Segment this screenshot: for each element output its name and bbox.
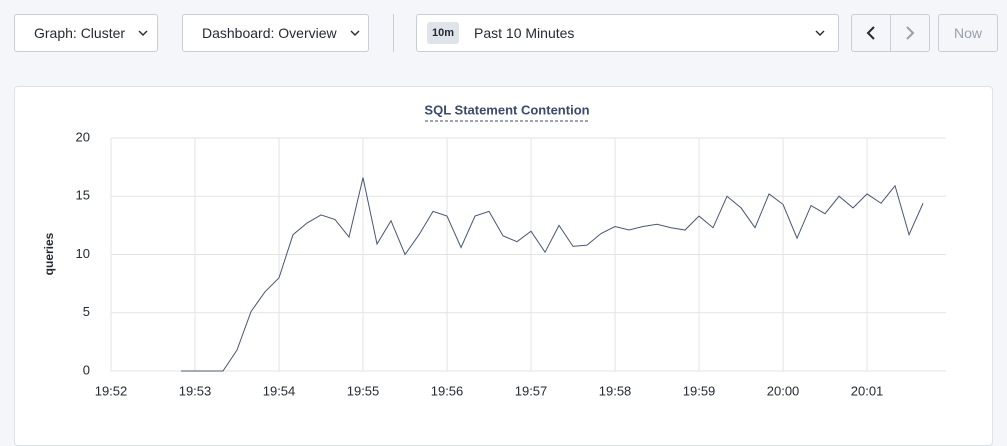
- x-tick-label: 19:52: [95, 383, 128, 398]
- chart-title: SQL Statement Contention: [424, 102, 589, 117]
- x-tick-label: 19:57: [515, 383, 548, 398]
- x-tick-label: 19:59: [683, 383, 716, 398]
- range-select[interactable]: 10m Past 10 Minutes: [416, 14, 839, 52]
- y-tick-label: 0: [83, 362, 90, 377]
- chevron: [815, 30, 825, 36]
- chart: SQL Statement Contention queries 0 5 10 15 2…: [42, 102, 946, 398]
- now-label: Now: [953, 25, 982, 41]
- x-tick-label: 19:56: [431, 383, 464, 398]
- graph-select[interactable]: Graph: Cluster: [14, 14, 158, 52]
- graph-label: Graph: Cluster: [34, 25, 126, 41]
- arrow-right: [906, 26, 915, 40]
- arrow-left: [866, 26, 875, 40]
- x-tick-label: 19:58: [599, 383, 632, 398]
- data-line: [181, 177, 924, 372]
- range-label: Past 10 Minutes: [474, 25, 575, 41]
- prev-button[interactable]: [851, 14, 891, 52]
- x-tick-label: 19:54: [263, 383, 296, 398]
- y-tick-label: 20: [76, 129, 90, 144]
- x-tick-label: 19:53: [179, 383, 212, 398]
- next-button[interactable]: [890, 14, 930, 52]
- chart-card: [14, 86, 993, 446]
- y-tick-label: 5: [83, 304, 90, 319]
- range-badge: 10m: [427, 22, 460, 44]
- separator: [393, 14, 394, 52]
- x-tick-label: 20:00: [767, 383, 800, 398]
- dashboard-select[interactable]: Dashboard: Overview: [182, 14, 369, 52]
- now-button[interactable]: Now: [938, 14, 998, 52]
- y-tick-label: 15: [76, 188, 90, 203]
- x-tick-label: 20:01: [851, 383, 884, 398]
- page: {"toolbar": {"graph": "Graph: Cluster", …: [14, 14, 998, 446]
- x-tick-label: 19:55: [347, 383, 380, 398]
- dashboard-label: Dashboard: Overview: [202, 25, 337, 41]
- y-tick-label: 10: [76, 246, 90, 261]
- chevron: [350, 30, 360, 36]
- y-axis-label: queries: [42, 232, 56, 275]
- chevron: [138, 30, 148, 36]
